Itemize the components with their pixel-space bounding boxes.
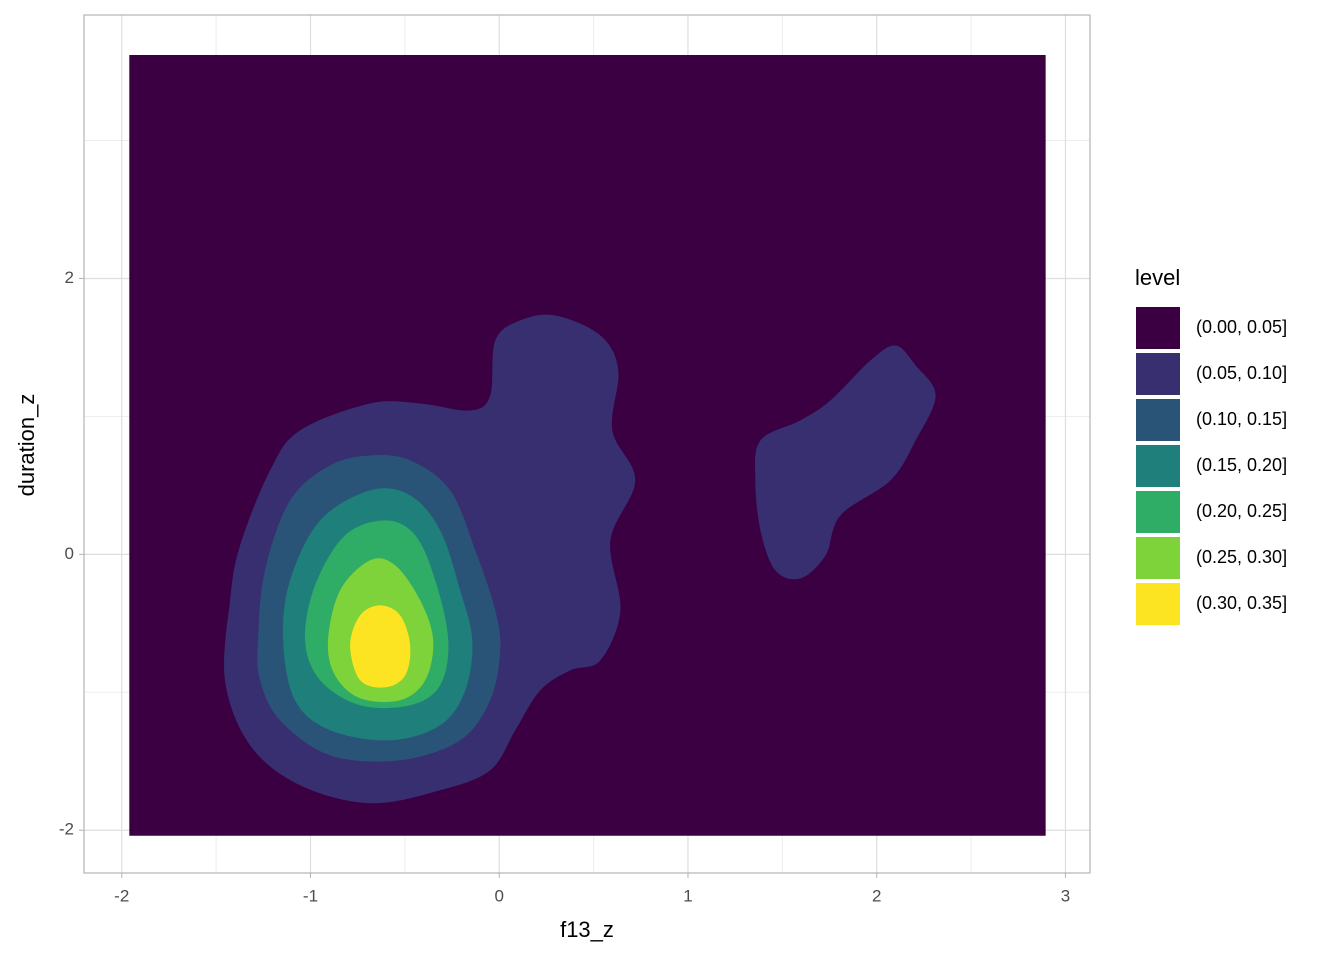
contour-band bbox=[350, 605, 411, 688]
legend-key bbox=[1136, 583, 1180, 625]
panel-border bbox=[83, 14, 1091, 874]
x-axis-label: f13_z bbox=[560, 917, 614, 942]
y-tick-label: -2 bbox=[59, 820, 74, 839]
legend-key bbox=[1136, 445, 1180, 487]
legend-key bbox=[1136, 307, 1180, 349]
plot-area bbox=[83, 14, 1091, 874]
contour-band bbox=[754, 345, 936, 580]
legend-label: (0.20, 0.25] bbox=[1196, 501, 1287, 521]
legend-label: (0.00, 0.05] bbox=[1196, 317, 1287, 337]
x-tick-label: 2 bbox=[872, 886, 881, 905]
x-tick-label: 0 bbox=[495, 886, 504, 905]
legend-key bbox=[1136, 353, 1180, 395]
legend-key bbox=[1136, 491, 1180, 533]
y-tick-label: 0 bbox=[65, 544, 74, 563]
x-tick-label: -1 bbox=[303, 886, 318, 905]
x-tick-label: -2 bbox=[114, 886, 129, 905]
x-tick-label: 1 bbox=[683, 886, 692, 905]
legend-title: level bbox=[1135, 265, 1180, 290]
legend-key bbox=[1136, 399, 1180, 441]
legend-label: (0.15, 0.20] bbox=[1196, 455, 1287, 475]
x-tick-label: 3 bbox=[1061, 886, 1070, 905]
y-axis-label: duration_z bbox=[14, 394, 39, 497]
legend-label: (0.10, 0.15] bbox=[1196, 409, 1287, 429]
legend-label: (0.30, 0.35] bbox=[1196, 593, 1287, 613]
legend-label: (0.25, 0.30] bbox=[1196, 547, 1287, 567]
legend-label: (0.05, 0.10] bbox=[1196, 363, 1287, 383]
legend-key bbox=[1136, 537, 1180, 579]
y-tick-label: 2 bbox=[65, 268, 74, 287]
